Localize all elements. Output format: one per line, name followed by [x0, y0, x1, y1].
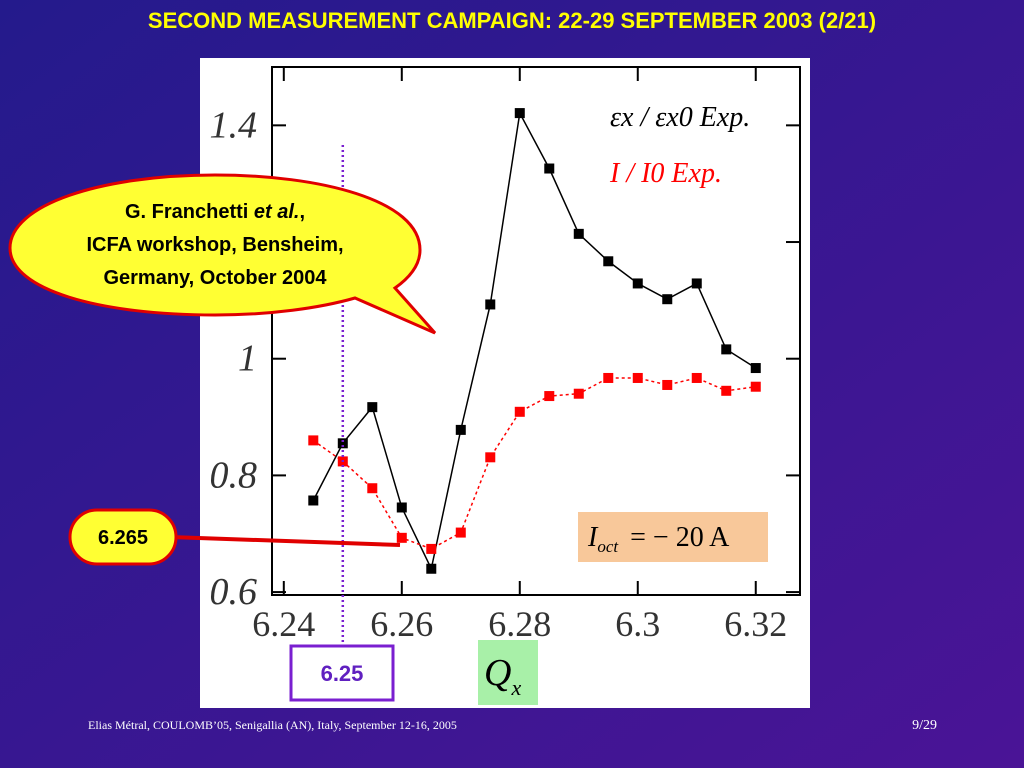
data-point	[514, 406, 525, 417]
callout-etal: et al.	[254, 201, 300, 223]
data-point	[632, 372, 643, 383]
marker-label: 6.25	[321, 661, 364, 686]
plot-frame	[271, 66, 801, 596]
data-point	[396, 532, 407, 543]
series-line	[312, 110, 757, 572]
x-tick-label: 6.32	[724, 604, 787, 644]
y-tick-label: 1.4	[210, 104, 258, 146]
tune-callout	[68, 508, 178, 566]
data-point	[750, 363, 761, 374]
legend-entry: I / I0 Exp.	[609, 158, 722, 189]
callout-line: G. Franchetti et al.,	[125, 201, 305, 223]
page-number: 9/29	[912, 718, 937, 733]
footer: Elias Métral, COULOMB’05, Senigallia (AN…	[88, 718, 457, 732]
data-point	[367, 483, 378, 494]
data-point	[662, 294, 673, 305]
data-point	[750, 381, 761, 392]
data-point	[396, 502, 407, 513]
data-point	[544, 391, 555, 402]
y-tick-label: 1	[238, 338, 257, 380]
formula: Ioct = − 20 A	[587, 522, 730, 556]
data-point	[573, 228, 584, 239]
callout-comma: ,	[299, 201, 305, 223]
formula-box	[578, 512, 768, 562]
x-tick-label: 6.26	[370, 604, 433, 644]
data-point	[308, 435, 319, 446]
data-point	[455, 527, 466, 538]
data-point	[426, 543, 437, 554]
callout-line: ICFA workshop, Bensheim,	[86, 234, 343, 256]
data-point	[367, 402, 378, 413]
data-point	[721, 385, 732, 396]
data-point	[662, 379, 673, 390]
x-axis-label: Qx	[484, 652, 521, 700]
data-point	[603, 256, 614, 267]
data-point	[632, 278, 643, 289]
data-point	[337, 438, 348, 449]
data-point	[455, 424, 466, 435]
data-point	[426, 563, 437, 574]
formula-subscript: oct	[597, 537, 619, 556]
y-tick-label: 0.6	[210, 571, 258, 613]
callout-author: G. Franchetti	[125, 201, 254, 223]
formula-symbol: I	[587, 522, 599, 553]
callout-pointer	[169, 535, 401, 547]
data-point	[691, 278, 702, 289]
slide-title: SECOND MEASUREMENT CAMPAIGN: 22-29 SEPTE…	[148, 8, 876, 33]
legend-entry: εx / εx0 Exp.	[610, 102, 750, 133]
data-point	[603, 372, 614, 383]
formula-rhs: = − 20 A	[630, 522, 730, 553]
callout-line: Germany, October 2004	[103, 267, 327, 289]
data-point	[514, 108, 525, 119]
x-tick-label: 6.28	[488, 604, 551, 644]
x-label-symbol: Q	[484, 652, 511, 694]
data-point	[721, 344, 732, 355]
x-tick-label: 6.3	[615, 604, 660, 644]
data-point	[308, 495, 319, 506]
tune-callout-label: 6.265	[98, 527, 148, 549]
marker-box	[289, 644, 395, 702]
xlabel-box	[478, 640, 538, 705]
series-line	[312, 377, 756, 550]
plot-panel	[200, 58, 810, 708]
y-tick-label: 0.8	[210, 454, 258, 496]
data-point	[544, 163, 555, 174]
data-point	[485, 299, 496, 310]
data-point	[691, 372, 702, 383]
data-point	[573, 388, 584, 399]
x-label-subscript: x	[510, 675, 521, 700]
x-tick-label: 6.24	[252, 604, 315, 644]
data-point	[485, 452, 496, 463]
citation-callout	[8, 173, 437, 335]
